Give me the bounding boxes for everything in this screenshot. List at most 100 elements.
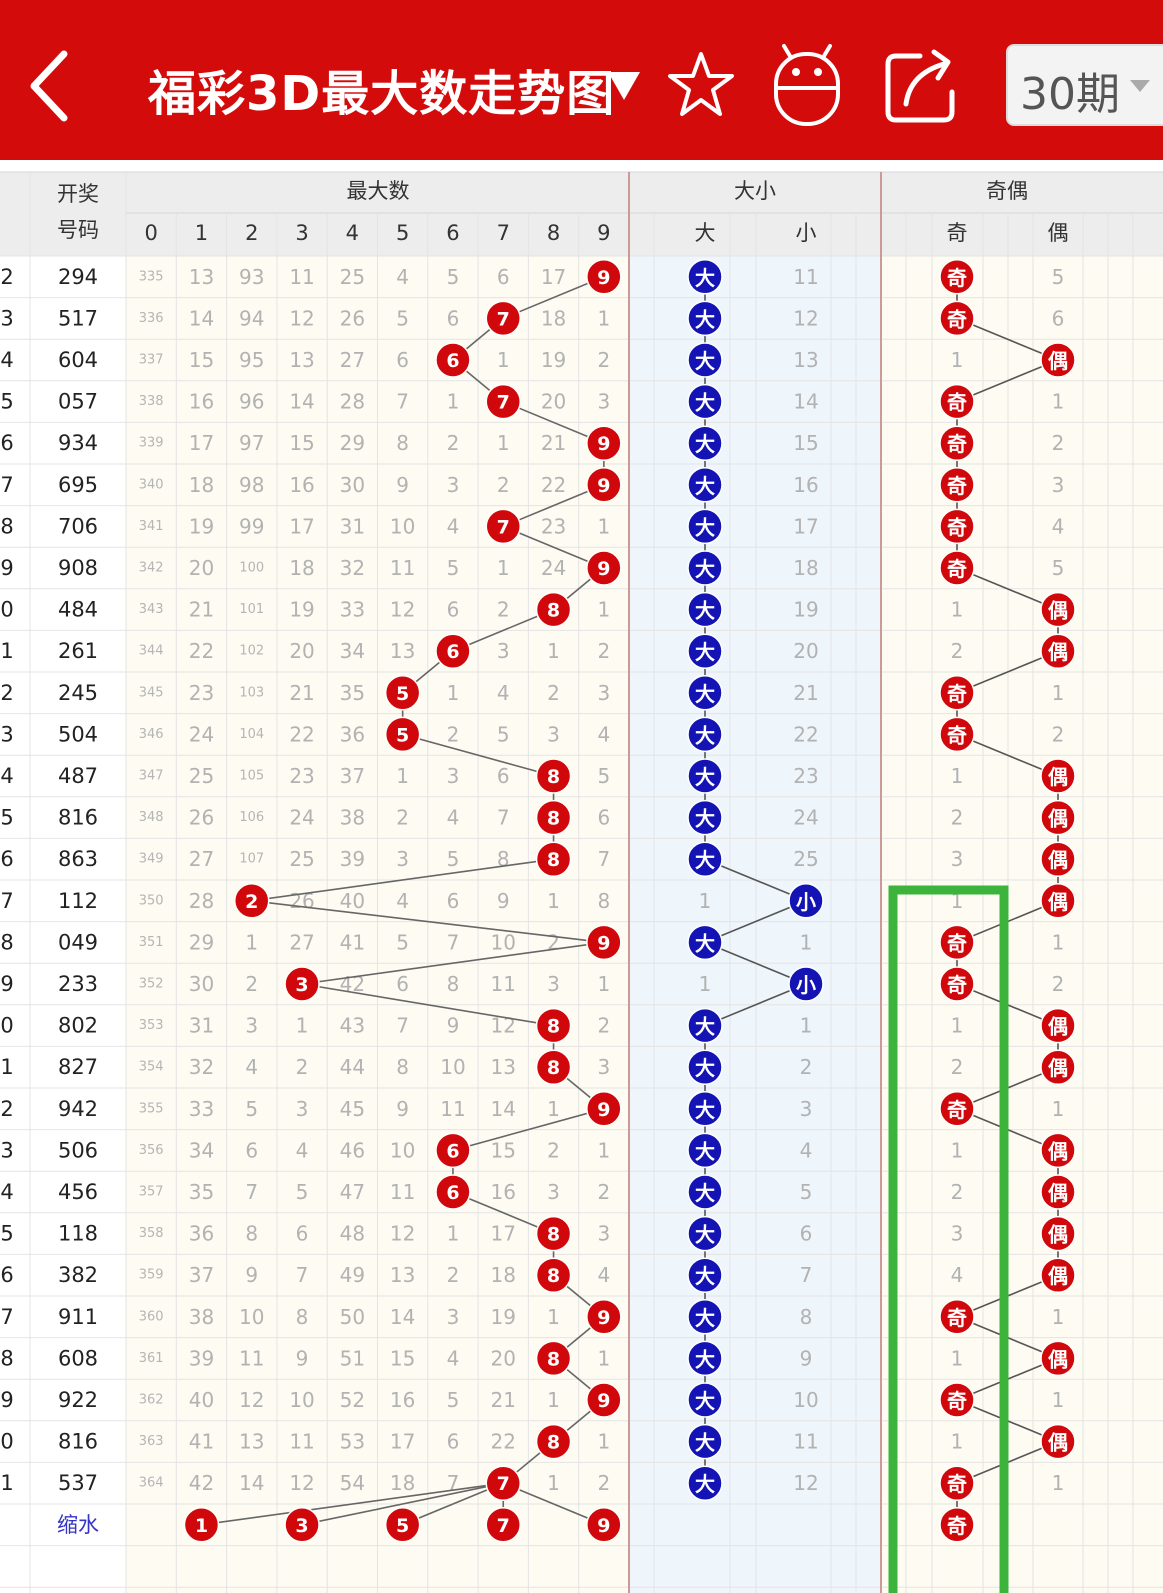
missing-count: 11 [289, 265, 314, 289]
max-digit-label: 3 [295, 974, 308, 996]
missing-count: 9 [296, 1346, 309, 1370]
max-digit-label: 9 [597, 433, 610, 455]
trend-table: 开奖号码最大数 大小 奇偶0 1 2 3 4 5 6 7 8 9 大小奇偶2 294 335 13 93 11 25… [0, 160, 1163, 1593]
parity-ball [1040, 1215, 1076, 1252]
size-ball [687, 467, 723, 503]
missing-count: 53 [340, 1430, 365, 1454]
parity-ball [1040, 1007, 1076, 1044]
size-missing-count: 18 [793, 556, 818, 580]
size-ball [788, 883, 824, 919]
max-digit-ball [384, 716, 421, 753]
missing-count: 2 [396, 806, 409, 830]
back-icon[interactable] [24, 48, 74, 124]
missing-count: 3 [597, 1222, 610, 1246]
missing-count: 18 [491, 1263, 516, 1287]
size-ball [687, 841, 723, 877]
missing-count: 5 [447, 1388, 460, 1412]
parity-label: 奇 [947, 1306, 967, 1330]
period-number: 1 [0, 639, 13, 663]
size-ball [687, 1423, 723, 1460]
max-digit-label: 9 [597, 1390, 610, 1412]
missing-count: 2 [447, 431, 460, 455]
missing-count: 20 [491, 1346, 516, 1370]
max-digit-ball [485, 383, 521, 420]
missing-count: 15 [491, 1138, 516, 1162]
draw-number: 827 [58, 1055, 98, 1079]
digit-header: 0 [144, 221, 157, 245]
missing-count: 337 [139, 353, 164, 368]
max-trend-line [502, 484, 605, 528]
period-number: 6 [0, 1263, 13, 1287]
size-trend-line [704, 900, 807, 944]
period-number: 8 [0, 514, 13, 538]
size-missing-count: 5 [800, 1180, 813, 1204]
missing-count: 16 [390, 1388, 415, 1412]
missing-count: 38 [340, 806, 365, 830]
parity-ball [1040, 591, 1076, 628]
missing-count: 9 [447, 1014, 460, 1038]
missing-count: 338 [139, 394, 164, 409]
draw-number: 233 [58, 972, 98, 996]
size-missing-count: 3 [800, 1097, 813, 1121]
missing-count: 99 [239, 514, 264, 538]
size-ball [788, 966, 824, 1002]
size-ball [687, 675, 723, 711]
missing-count: 8 [245, 1222, 258, 1246]
missing-count: 6 [296, 1222, 309, 1246]
size-ball [687, 633, 723, 669]
missing-count: 18 [189, 473, 214, 497]
parity-ball [939, 1299, 975, 1335]
missing-count: 100 [239, 561, 264, 576]
max-trend-line [502, 400, 605, 444]
period-number: 3 [0, 1138, 13, 1162]
parity-missing-count: 4 [951, 1263, 964, 1287]
period-select[interactable]: 30期 [1006, 44, 1163, 126]
size-ball [687, 1299, 723, 1335]
max-digit-label: 8 [547, 1016, 560, 1038]
dropdown-arrow-icon[interactable] [604, 60, 644, 110]
missing-count: 20 [289, 639, 314, 663]
star-icon[interactable] [668, 48, 734, 120]
size-label: 大 [695, 1139, 715, 1163]
missing-count: 1 [547, 889, 560, 913]
missing-count: 10 [289, 1388, 314, 1412]
small-header: 小 [796, 221, 817, 245]
size-label: 大 [695, 723, 715, 747]
missing-count: 5 [597, 764, 610, 788]
robot-icon[interactable] [772, 42, 842, 128]
share-icon[interactable] [884, 46, 962, 124]
parity-ball [1040, 1423, 1076, 1460]
shrink-digit-ball [183, 1507, 220, 1543]
parity-label: 奇 [947, 432, 967, 456]
max-digit-ball [586, 1382, 622, 1418]
missing-count: 358 [139, 1226, 164, 1241]
missing-count: 10 [491, 930, 516, 954]
chevron-down-icon [1130, 80, 1150, 92]
missing-count: 3 [245, 1014, 258, 1038]
draw-number: 506 [58, 1138, 98, 1162]
period-number: 9 [0, 1388, 13, 1412]
missing-count: 39 [189, 1346, 214, 1370]
max-trend-line [452, 1108, 605, 1152]
missing-count: 1 [245, 930, 258, 954]
size-missing-count: 1 [800, 930, 813, 954]
draw-header-line2: 号码 [57, 218, 99, 242]
missing-count: 35 [340, 681, 365, 705]
missing-count: 51 [340, 1346, 365, 1370]
max-digit-ball [535, 1423, 572, 1460]
size-missing-count: 1 [800, 1014, 813, 1038]
missing-count: 12 [390, 1222, 415, 1246]
max-trend-line [502, 276, 605, 320]
max-digit-ball [535, 1049, 572, 1085]
shrink-digit-ball [284, 1507, 320, 1543]
missing-count: 43 [340, 1014, 365, 1038]
max-digit-label: 8 [547, 766, 560, 788]
missing-count: 2 [447, 722, 460, 746]
max-digit-label: 9 [597, 558, 610, 580]
period-number: 7 [0, 473, 13, 497]
missing-count: 6 [396, 348, 409, 372]
parity-label: 偶 [1048, 1223, 1068, 1247]
missing-count: 3 [396, 847, 409, 871]
missing-count: 52 [340, 1388, 365, 1412]
missing-count: 17 [289, 514, 314, 538]
